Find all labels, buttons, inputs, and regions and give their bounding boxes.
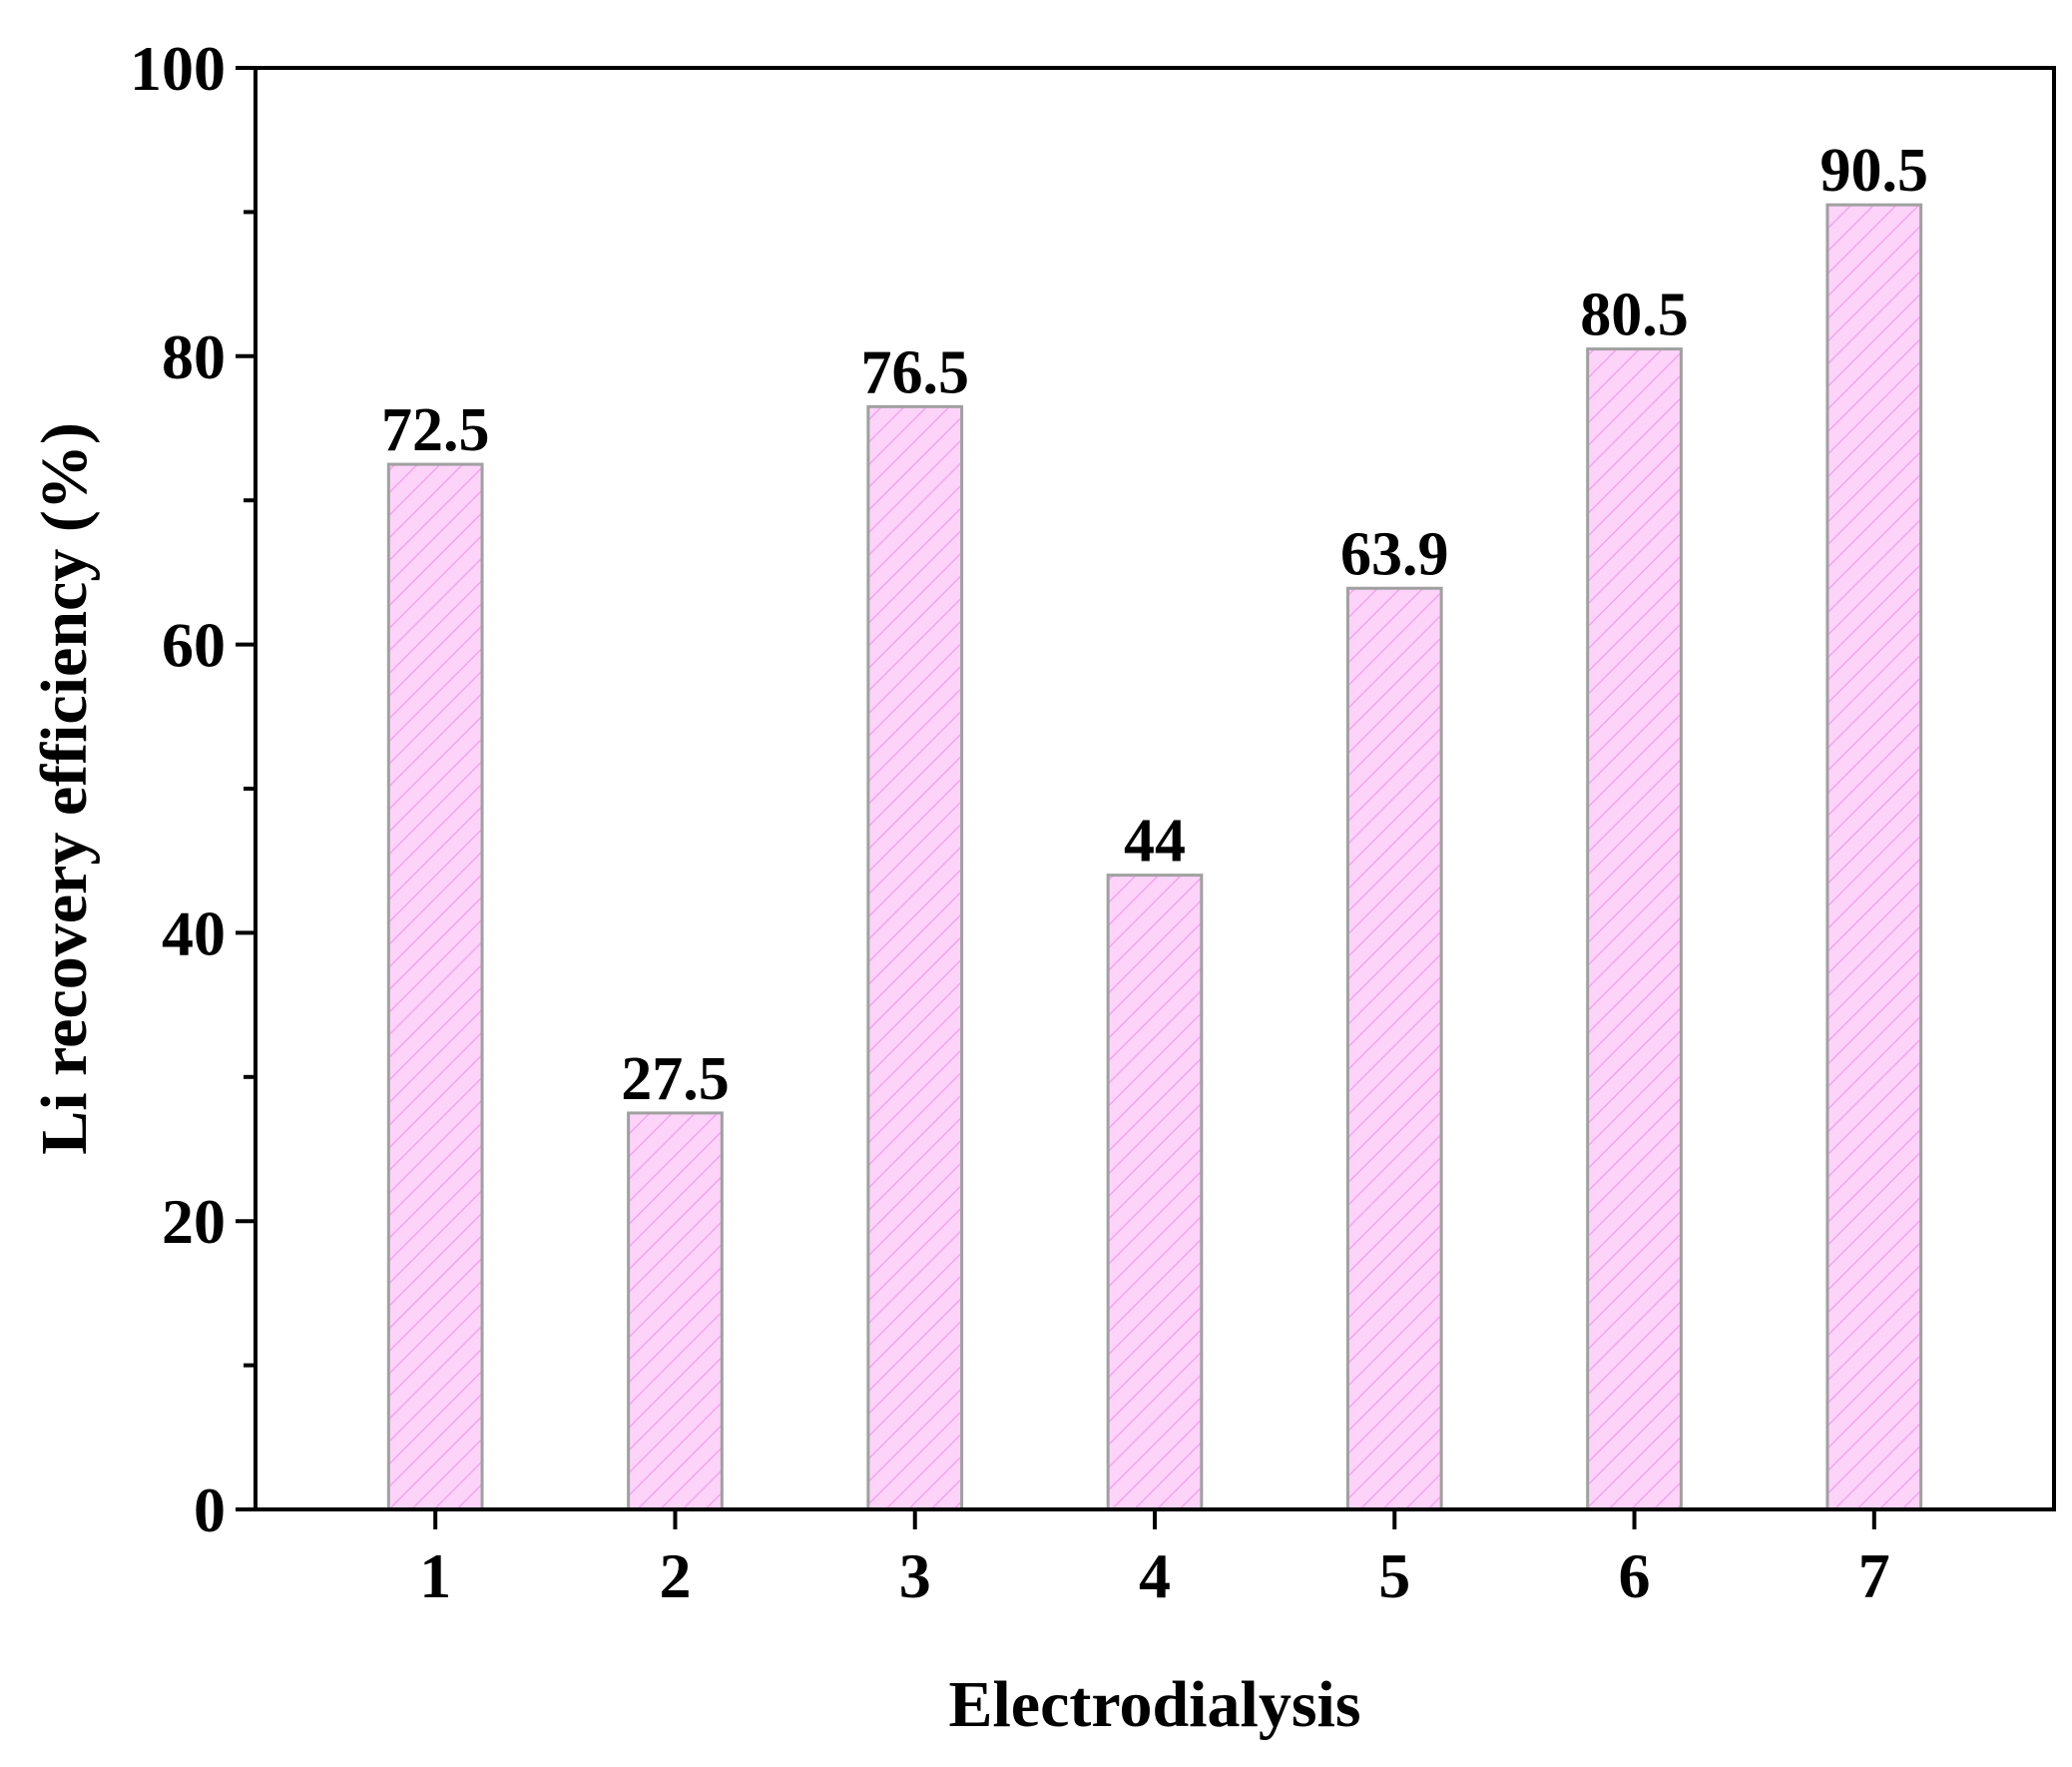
data-label-6: 80.5 bbox=[1580, 282, 1689, 349]
data-label-4: 44 bbox=[1124, 808, 1186, 876]
y-tick-label-40: 40 bbox=[162, 897, 226, 968]
data-labels-layer: 72.5 27.5 76.5 44 63.9 80.5 90.5 bbox=[381, 137, 1928, 1113]
y-tick-label-0: 0 bbox=[194, 1474, 226, 1545]
x-axis: 1 2 3 4 5 6 7 bbox=[419, 1509, 1890, 1611]
x-tick-label-2: 2 bbox=[659, 1540, 691, 1611]
x-tick-label-4: 4 bbox=[1139, 1540, 1171, 1611]
bar-1 bbox=[386, 462, 484, 1511]
x-tick-label-6: 6 bbox=[1619, 1540, 1651, 1611]
y-tick-label-100: 100 bbox=[130, 33, 226, 104]
x-tick-label-5: 5 bbox=[1378, 1540, 1410, 1611]
y-axis-title: Li recovery efficiency (%) bbox=[28, 422, 101, 1155]
y-tick-label-80: 80 bbox=[162, 321, 226, 392]
y-tick-label-20: 20 bbox=[162, 1186, 226, 1257]
x-tick-label-3: 3 bbox=[899, 1540, 931, 1611]
data-label-1: 72.5 bbox=[381, 396, 490, 464]
bar-2 bbox=[627, 1111, 724, 1511]
bar-7 bbox=[1825, 203, 1923, 1511]
x-tick-label-1: 1 bbox=[419, 1540, 451, 1611]
bar-4 bbox=[1106, 874, 1204, 1511]
data-label-3: 76.5 bbox=[860, 338, 969, 406]
bar-3 bbox=[866, 404, 964, 1511]
data-label-5: 63.9 bbox=[1340, 520, 1449, 588]
data-label-2: 27.5 bbox=[621, 1045, 730, 1113]
y-axis: 0 20 40 60 80 100 bbox=[130, 33, 256, 1545]
bar-6 bbox=[1586, 347, 1683, 1511]
bar-5 bbox=[1345, 586, 1443, 1511]
bars-layer bbox=[386, 203, 1923, 1511]
data-label-7: 90.5 bbox=[1820, 137, 1929, 205]
x-axis-title: Electrodialysis bbox=[948, 1668, 1360, 1741]
y-tick-label-60: 60 bbox=[162, 610, 226, 681]
x-tick-label-7: 7 bbox=[1858, 1540, 1890, 1611]
